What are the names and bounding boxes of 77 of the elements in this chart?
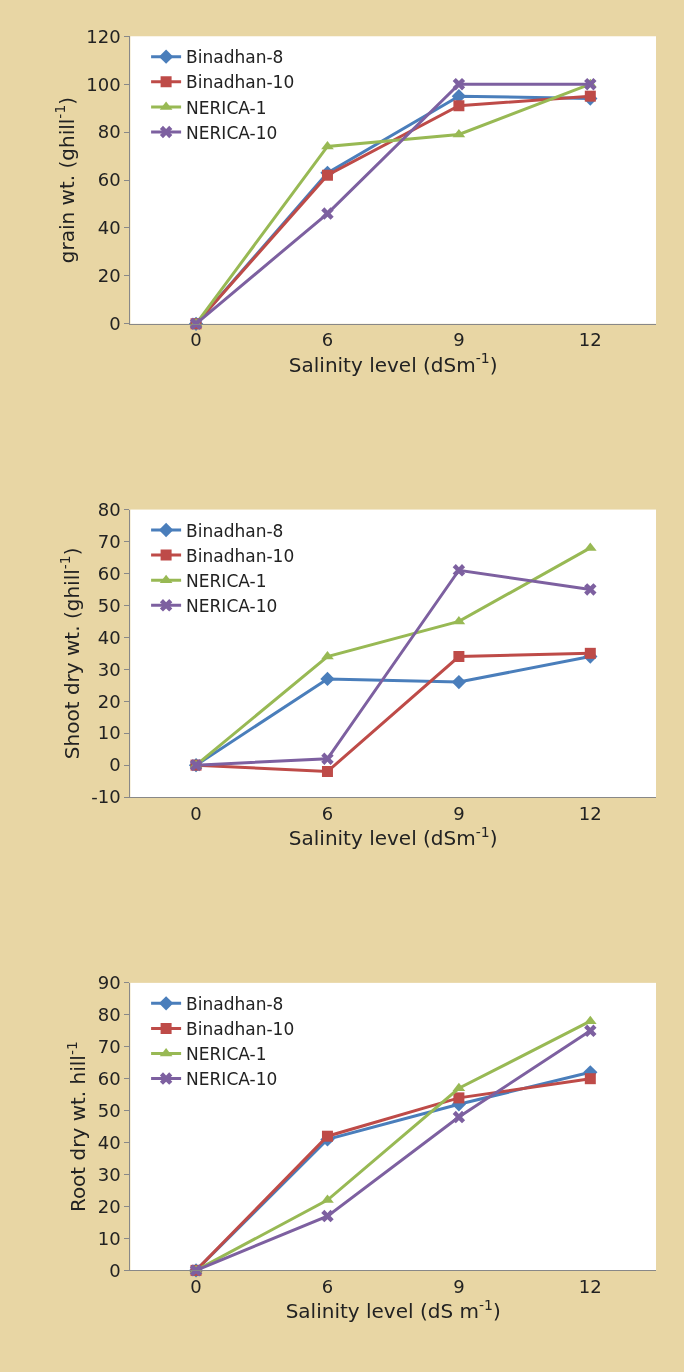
- point: [584, 90, 596, 102]
- point: [452, 1082, 466, 1092]
- x-tick-label: 9: [453, 802, 465, 824]
- legend-label: NERICA-1: [186, 1044, 267, 1065]
- x-tick-label: 6: [321, 329, 334, 351]
- point: [321, 169, 333, 181]
- y-tick-label: 90: [97, 972, 121, 994]
- point: [321, 766, 333, 778]
- x-tick-label: 9: [453, 1275, 465, 1297]
- legend-label: Binadhan-10: [186, 72, 295, 93]
- y-tick-label: 0: [109, 313, 121, 335]
- y-tick-label: 30: [97, 1163, 121, 1185]
- x-axis-title: Salinity level (dS m$^{-1}$): [285, 1297, 501, 1324]
- y-tick-label: 60: [97, 169, 121, 191]
- x-tick-label: 0: [190, 1275, 202, 1297]
- legend-label: NERICA-1: [186, 97, 267, 118]
- y-tick-label: 20: [97, 265, 121, 287]
- point: [321, 1130, 333, 1142]
- y-tick-label: 60: [97, 1068, 121, 1089]
- x-tick-label: 12: [578, 329, 602, 351]
- x-tick-label: 6: [321, 802, 334, 824]
- y-tick-label: 80: [97, 1004, 121, 1026]
- point: [321, 1209, 334, 1223]
- x-tick-label: 12: [578, 1275, 602, 1297]
- y-tick-label: 80: [97, 498, 121, 520]
- x-axis-title: Salinity level (dSm$^{-1}$): [288, 823, 498, 851]
- y-tick-label: 40: [97, 1131, 121, 1153]
- point: [453, 651, 465, 663]
- point: [453, 1092, 465, 1104]
- point: [452, 564, 466, 577]
- point: [584, 1073, 596, 1085]
- y-tick-label: 70: [97, 530, 121, 552]
- point: [584, 77, 597, 91]
- point: [321, 752, 334, 765]
- y-tick-label: 20: [97, 690, 121, 712]
- legend-label: Binadhan-10: [186, 545, 295, 566]
- x-tick-label: 0: [190, 802, 202, 824]
- point: [321, 140, 334, 150]
- y-tick-label: 0: [109, 1259, 121, 1281]
- y-tick-label: 100: [86, 73, 121, 95]
- point: [452, 615, 466, 625]
- y-tick-label: 70: [97, 1036, 121, 1058]
- y-tick-label: 30: [97, 658, 121, 680]
- y-tick-label: 60: [97, 562, 121, 584]
- point: [452, 1110, 466, 1124]
- point: [584, 1024, 597, 1037]
- y-tick-label: 80: [97, 121, 121, 143]
- point: [453, 100, 465, 112]
- legend-label: Binadhan-8: [186, 520, 284, 541]
- y-tick-label: 0: [109, 754, 121, 776]
- legend-label: NERICA-1: [186, 570, 267, 591]
- legend-label: NERICA-10: [186, 595, 278, 616]
- legend-label: NERICA-10: [186, 1069, 278, 1090]
- y-tick-label: 40: [97, 217, 121, 239]
- x-tick-label: 0: [190, 329, 202, 351]
- legend-label: Binadhan-8: [186, 993, 284, 1014]
- legend-label: Binadhan-8: [186, 47, 284, 68]
- y-tick-label: 10: [97, 1227, 121, 1249]
- y-tick-label: 50: [97, 594, 121, 616]
- y-tick-label: 120: [86, 25, 121, 47]
- legend-label: Binadhan-10: [186, 1019, 295, 1040]
- point: [584, 647, 596, 659]
- point: [451, 674, 467, 690]
- legend-label: NERICA-10: [186, 122, 278, 143]
- y-tick-label: 20: [97, 1195, 121, 1217]
- point: [452, 77, 466, 91]
- x-tick-label: 6: [321, 1275, 334, 1297]
- x-tick-label: 12: [578, 802, 602, 824]
- x-tick-label: 9: [453, 329, 465, 351]
- y-tick-label: 50: [97, 1099, 121, 1121]
- point: [320, 671, 335, 687]
- y-tick-label: 40: [97, 626, 121, 648]
- x-axis-title: Salinity level (dSm$^{-1}$): [288, 350, 498, 377]
- y-tick-label: 10: [97, 722, 121, 744]
- point: [584, 583, 597, 596]
- point: [321, 207, 334, 220]
- y-tick-label: -10: [91, 786, 121, 808]
